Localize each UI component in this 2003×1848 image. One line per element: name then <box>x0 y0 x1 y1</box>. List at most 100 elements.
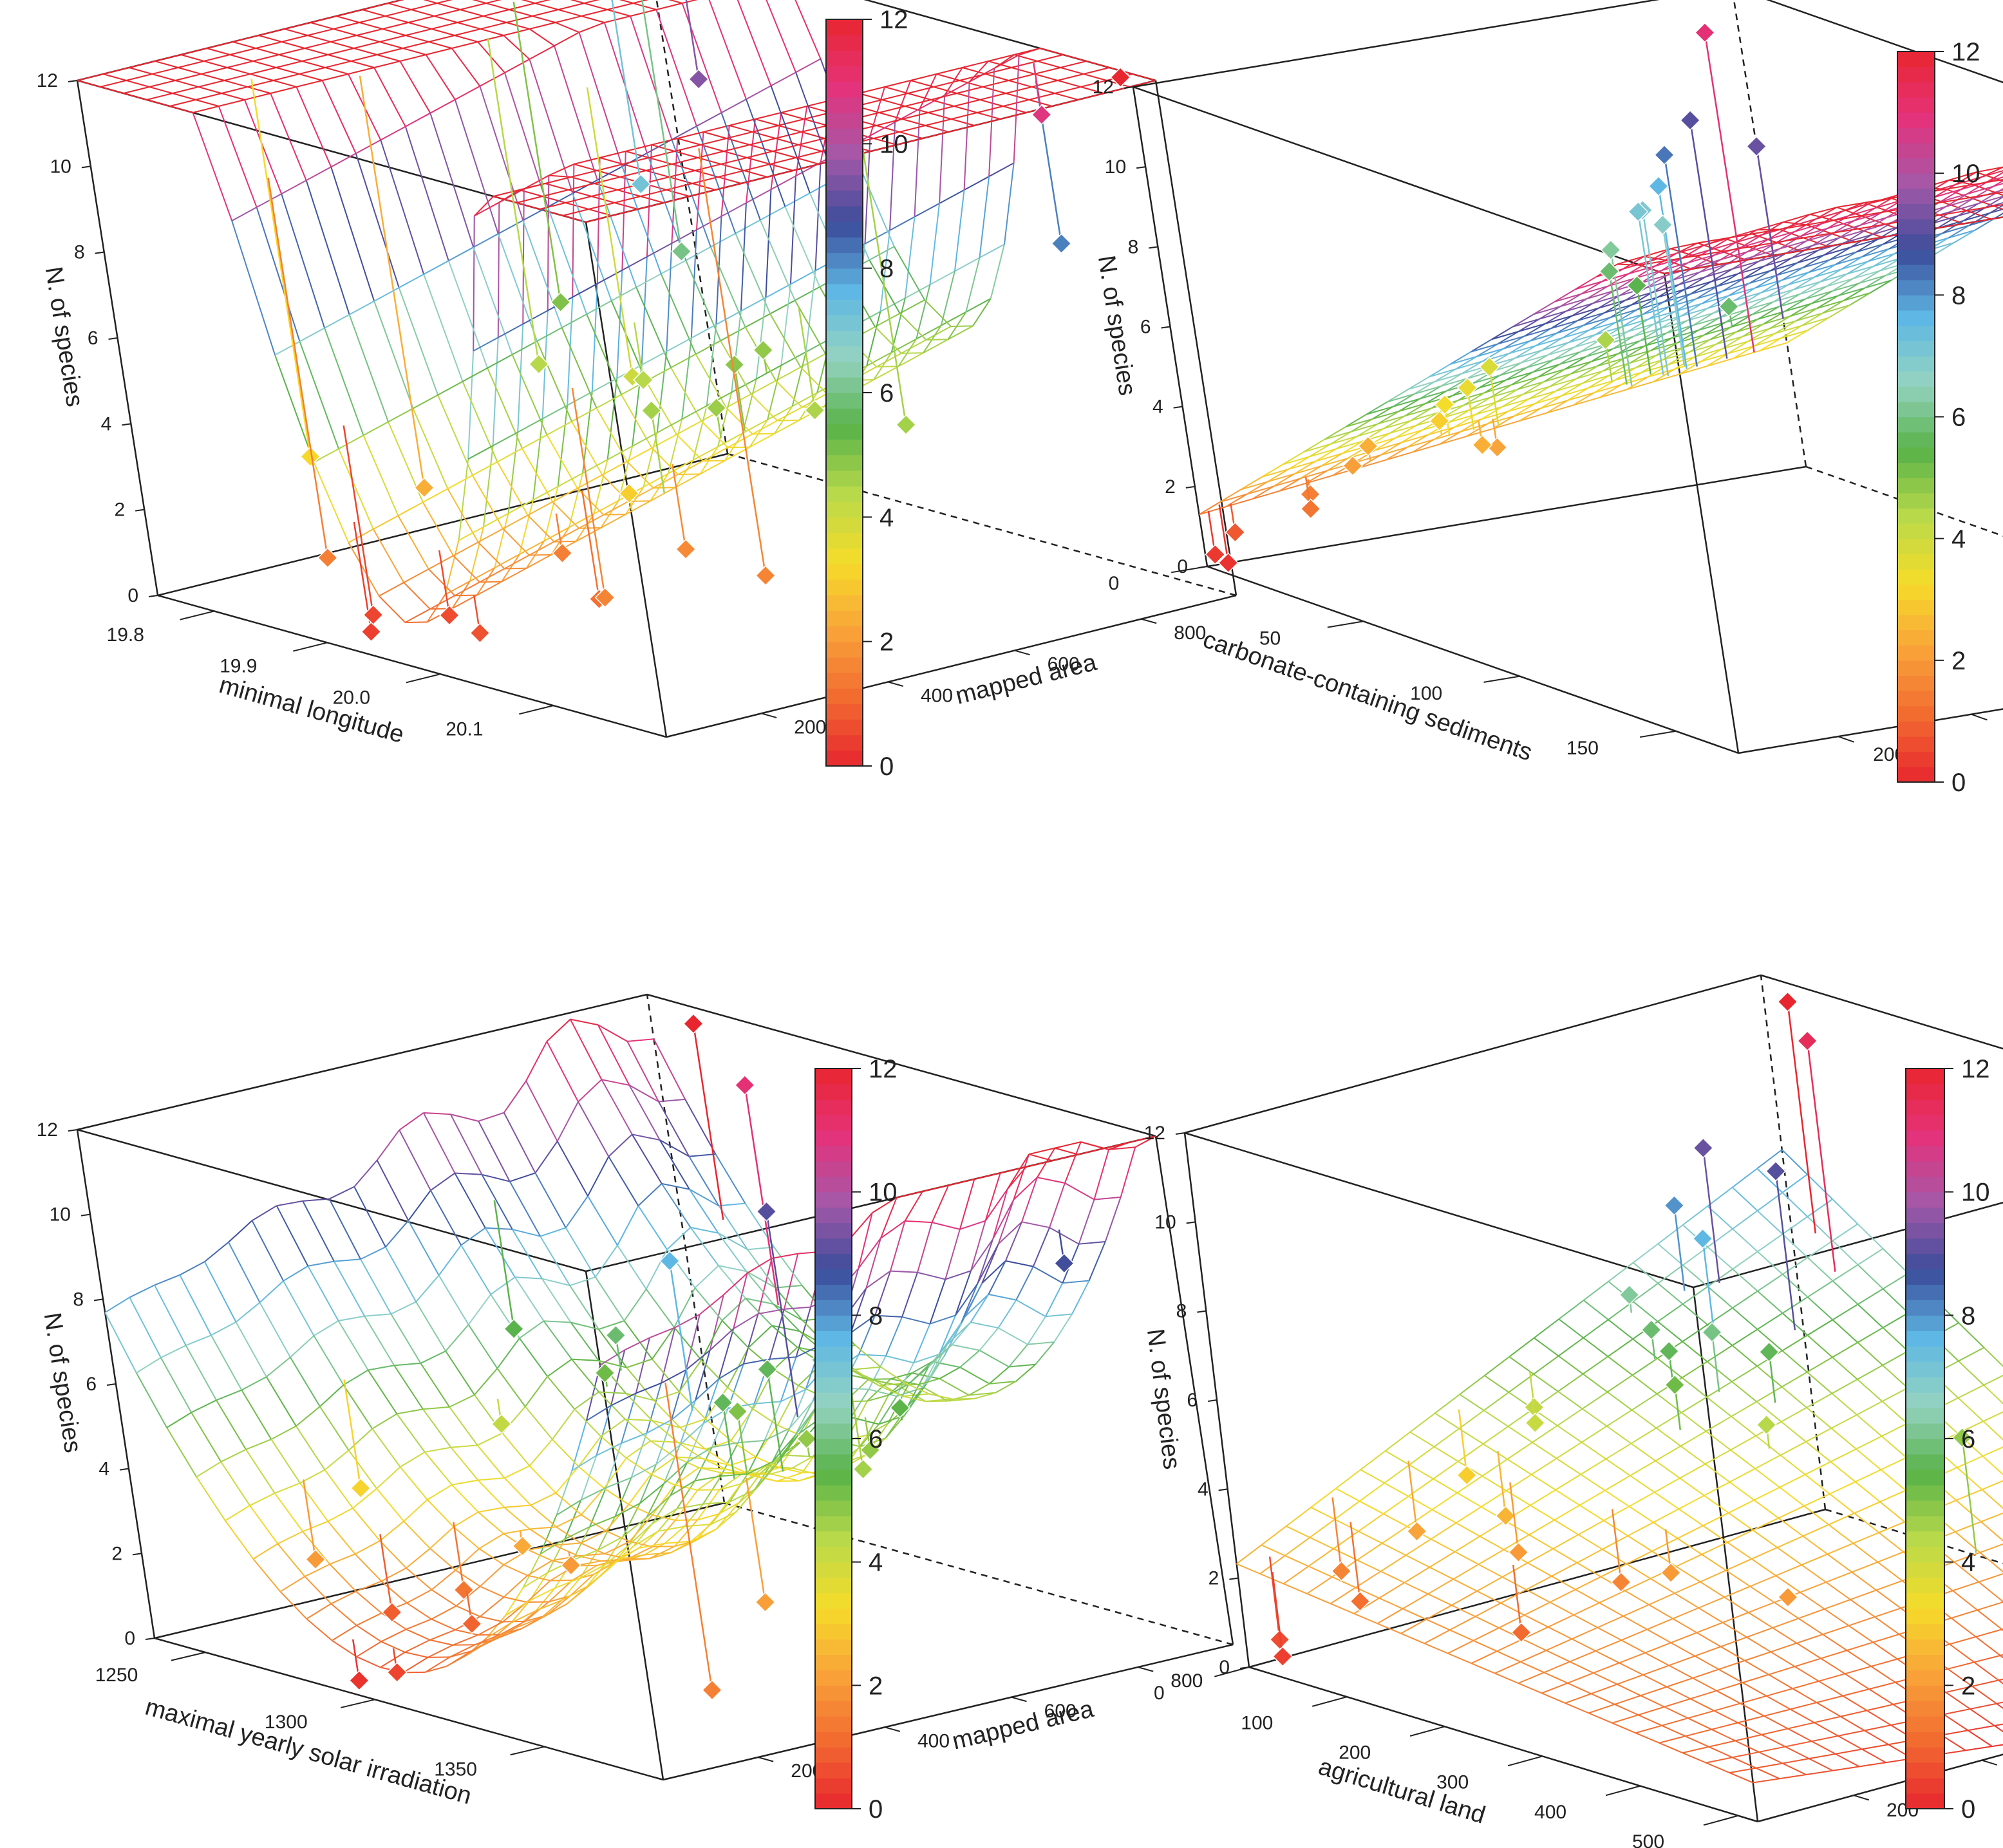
mesh-line <box>355 139 381 154</box>
mesh-line <box>674 1484 698 1491</box>
mesh-line <box>1565 1702 1589 1714</box>
mesh-line <box>1552 1548 1577 1563</box>
mesh-line <box>635 273 662 288</box>
mesh-line <box>601 460 628 476</box>
mesh-line <box>180 54 205 62</box>
mesh-line <box>1454 1535 1481 1553</box>
mesh-line <box>1439 436 1467 445</box>
mesh-line <box>578 1101 610 1157</box>
mesh-line <box>784 1306 811 1310</box>
mesh-line <box>1261 468 1289 478</box>
mesh-line <box>534 0 551 4</box>
mesh-line <box>1565 360 1592 370</box>
mesh-line <box>728 446 750 449</box>
mesh-line <box>780 1388 806 1403</box>
mesh-line <box>329 1553 355 1565</box>
mesh-line <box>1055 1141 1081 1149</box>
mesh-line <box>1507 1426 1533 1443</box>
mesh-line <box>571 407 597 422</box>
mesh-line <box>220 1461 250 1506</box>
mesh-line <box>658 1098 686 1103</box>
mesh-line <box>338 1315 365 1321</box>
mesh-line <box>874 326 902 354</box>
mesh-line <box>1606 1391 1633 1411</box>
mesh-line <box>1766 1695 1791 1710</box>
mesh-line <box>415 1301 447 1352</box>
mesh-line <box>546 1041 579 1103</box>
mesh-line <box>904 216 916 299</box>
mesh-line <box>1433 1428 1460 1448</box>
mesh-line <box>1726 1558 1752 1571</box>
mesh-line <box>593 1558 619 1575</box>
mesh-line <box>1540 395 1562 409</box>
mesh-line <box>449 1406 478 1446</box>
mesh-line <box>1732 1228 1758 1253</box>
mesh-line <box>1501 1562 1528 1578</box>
mesh-line <box>1433 1446 1459 1462</box>
mesh-line <box>923 339 949 354</box>
mesh-line <box>1746 1636 1771 1653</box>
mesh-line <box>869 246 895 261</box>
mesh-line <box>578 1079 603 1103</box>
mesh-line <box>1599 1602 1624 1617</box>
mesh-line <box>1569 1661 1594 1674</box>
mesh-line <box>1518 322 1546 332</box>
mesh-line <box>677 1503 704 1509</box>
z-tick <box>1197 1310 1207 1313</box>
mesh-line <box>1729 1481 1754 1501</box>
mesh-line <box>719 1202 746 1207</box>
mesh-line <box>428 41 453 49</box>
mesh-line <box>684 1099 717 1155</box>
mesh-line <box>411 3 438 10</box>
mesh-line <box>1637 301 1664 311</box>
mesh-line <box>1579 1504 1604 1522</box>
mesh-line <box>1838 225 1861 239</box>
mesh-line <box>673 1327 702 1361</box>
mesh-line <box>694 1265 719 1289</box>
mesh-line <box>1028 93 1055 100</box>
mesh-line <box>702 447 728 462</box>
mesh-line <box>1558 1337 1584 1357</box>
mesh-line <box>408 22 432 30</box>
colorbar-segment <box>1906 1222 1944 1239</box>
mesh-line <box>278 54 303 62</box>
mesh-line <box>569 1285 599 1330</box>
mesh-line <box>1734 292 1762 301</box>
mesh-line <box>452 1634 478 1646</box>
mesh-line <box>870 144 897 152</box>
mesh-line <box>858 1315 876 1355</box>
mesh-line <box>594 1245 618 1278</box>
mesh-line <box>1585 348 1613 358</box>
mesh-line <box>422 1408 452 1448</box>
mesh-line <box>425 1656 451 1673</box>
mesh-line <box>517 324 524 433</box>
mesh-line <box>1543 1672 1568 1684</box>
mesh-line <box>1838 1735 1863 1750</box>
mesh-line <box>1055 1147 1078 1155</box>
mesh-line <box>1966 205 1995 212</box>
mesh-line <box>939 1377 970 1396</box>
mesh-line <box>1952 1590 1978 1611</box>
mesh-line <box>1799 281 1821 295</box>
mesh-line <box>795 106 808 176</box>
mesh-line <box>102 73 127 81</box>
mesh-line <box>251 1220 285 1282</box>
mesh-line <box>496 1338 520 1369</box>
mesh-line <box>1800 223 1822 237</box>
data-point <box>438 604 460 626</box>
mesh-line <box>447 260 489 369</box>
mesh-line <box>1534 395 1562 404</box>
data-point <box>675 539 697 560</box>
mesh-line <box>1953 1551 1980 1563</box>
mesh-line <box>1655 1427 1682 1447</box>
colorbar-segment <box>826 113 863 129</box>
mesh-line <box>1308 1565 1333 1578</box>
mesh-line <box>1037 61 1061 68</box>
mesh-line <box>916 324 942 340</box>
z-tick-label: 12 <box>1144 1123 1165 1144</box>
mesh-line <box>1790 308 1818 317</box>
mesh-line <box>429 595 455 610</box>
mesh-line <box>206 48 230 55</box>
mesh-line <box>773 1303 804 1321</box>
